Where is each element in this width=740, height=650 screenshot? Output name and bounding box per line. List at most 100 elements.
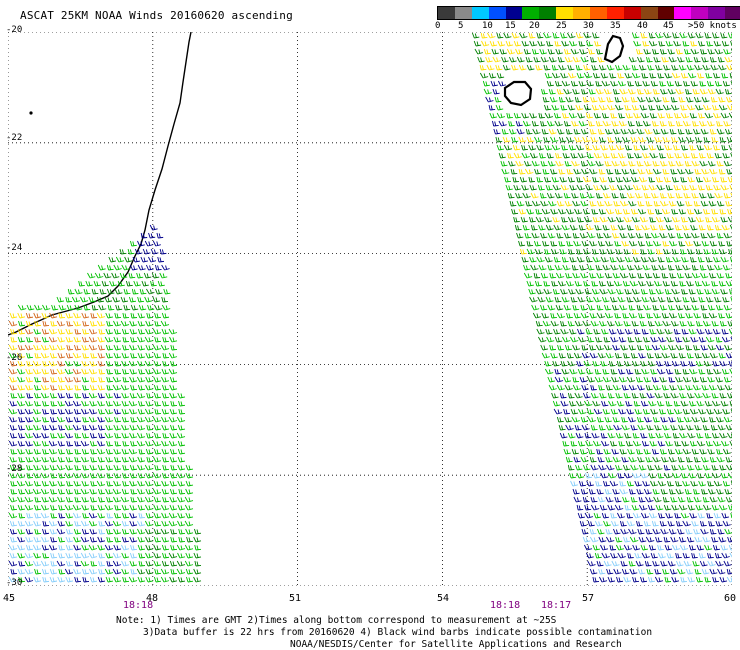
wind-barb bbox=[115, 256, 125, 263]
wind-barb bbox=[547, 376, 556, 383]
wind-barb bbox=[723, 376, 732, 383]
wind-barb bbox=[713, 256, 721, 263]
wind-barb bbox=[587, 520, 595, 527]
wind-barb bbox=[653, 96, 662, 103]
wind-barb bbox=[133, 280, 141, 287]
wind-barb bbox=[582, 208, 591, 215]
wind-barb bbox=[551, 392, 559, 399]
wind-barb bbox=[186, 576, 194, 583]
wind-barb bbox=[704, 544, 713, 551]
wind-barb bbox=[616, 184, 625, 191]
wind-barb bbox=[727, 472, 732, 479]
wind-barb bbox=[595, 88, 604, 95]
wind-barb bbox=[65, 336, 74, 343]
wind-barb bbox=[645, 496, 654, 503]
wind-barb bbox=[57, 336, 66, 343]
wind-barb bbox=[555, 272, 565, 279]
wind-barb bbox=[672, 472, 681, 479]
wind-barb bbox=[145, 544, 154, 551]
wind-barb bbox=[82, 320, 90, 327]
wind-barb bbox=[730, 480, 732, 485]
wind-barb bbox=[619, 448, 627, 455]
wind-barb bbox=[617, 152, 626, 159]
wind-barb bbox=[18, 560, 26, 567]
wind-barb bbox=[184, 520, 194, 527]
wind-barb bbox=[129, 368, 138, 375]
wind-barb bbox=[727, 536, 732, 543]
wind-barb bbox=[516, 128, 525, 135]
wind-barb bbox=[590, 320, 599, 327]
wind-barb bbox=[721, 40, 730, 47]
wind-barb bbox=[599, 248, 607, 255]
wind-barb bbox=[129, 528, 138, 535]
wind-barb bbox=[634, 368, 642, 375]
wind-barb bbox=[607, 576, 616, 583]
wind-barb bbox=[643, 520, 651, 527]
wind-barb bbox=[704, 288, 712, 295]
wind-barb bbox=[613, 200, 621, 207]
wind-barb bbox=[176, 432, 186, 439]
wind-barb bbox=[723, 560, 732, 567]
wind-barb bbox=[653, 496, 662, 503]
wind-barb bbox=[709, 528, 717, 535]
wind-barb bbox=[74, 456, 82, 463]
wind-barb bbox=[487, 32, 496, 39]
wind-barb bbox=[721, 336, 731, 343]
wind-barb bbox=[546, 192, 555, 199]
wind-barb bbox=[715, 336, 723, 343]
wind-barb bbox=[506, 112, 513, 119]
wind-barb bbox=[515, 192, 523, 199]
wind-barb bbox=[539, 152, 546, 159]
wind-barb bbox=[137, 472, 146, 479]
wind-barb bbox=[97, 392, 106, 399]
wind-barb bbox=[65, 520, 74, 527]
wind-barb bbox=[670, 104, 680, 111]
wind-barb bbox=[590, 392, 599, 399]
wind-barb bbox=[702, 392, 711, 399]
wind-barb bbox=[121, 400, 130, 407]
wind-barb bbox=[169, 392, 178, 399]
wind-barb bbox=[170, 472, 178, 479]
wind-barb bbox=[621, 240, 630, 247]
wind-barb bbox=[573, 240, 582, 247]
wind-barb bbox=[724, 384, 732, 391]
wind-barb bbox=[56, 344, 66, 351]
wind-barb bbox=[74, 448, 82, 455]
wind-map bbox=[8, 32, 732, 586]
wind-barb bbox=[572, 344, 581, 351]
wind-barb bbox=[49, 480, 58, 487]
wind-barb bbox=[659, 200, 669, 207]
wind-barb bbox=[726, 568, 732, 575]
wind-barb bbox=[622, 280, 630, 287]
wind-barb bbox=[645, 344, 653, 351]
wind-barb bbox=[34, 392, 42, 399]
wind-barb bbox=[57, 400, 66, 407]
wind-barb bbox=[150, 280, 157, 287]
wind-barb bbox=[564, 160, 572, 167]
wind-barb bbox=[535, 64, 543, 71]
wind-barb bbox=[529, 152, 538, 159]
wind-barb bbox=[707, 232, 716, 239]
wind-barb bbox=[33, 536, 42, 543]
wind-barb bbox=[687, 320, 695, 327]
wind-barb bbox=[715, 560, 724, 567]
wind-barb bbox=[549, 272, 557, 279]
wind-barb bbox=[18, 512, 26, 519]
wind-barb bbox=[162, 432, 170, 439]
wind-barb bbox=[656, 104, 664, 111]
wind-barb bbox=[178, 488, 186, 495]
wind-barb bbox=[671, 320, 679, 327]
wind-barb bbox=[587, 192, 595, 199]
wind-barb bbox=[623, 352, 630, 359]
wind-barb bbox=[112, 384, 122, 391]
wind-barb bbox=[94, 272, 104, 279]
wind-barb bbox=[177, 440, 186, 447]
wind-barb bbox=[113, 576, 122, 583]
wind-barb bbox=[590, 504, 600, 511]
wind-barb bbox=[663, 32, 672, 39]
wind-barb bbox=[544, 368, 554, 375]
wind-barb bbox=[81, 544, 90, 551]
wind-barb bbox=[585, 328, 593, 335]
wind-barb bbox=[684, 272, 693, 279]
wind-barb bbox=[661, 352, 670, 359]
